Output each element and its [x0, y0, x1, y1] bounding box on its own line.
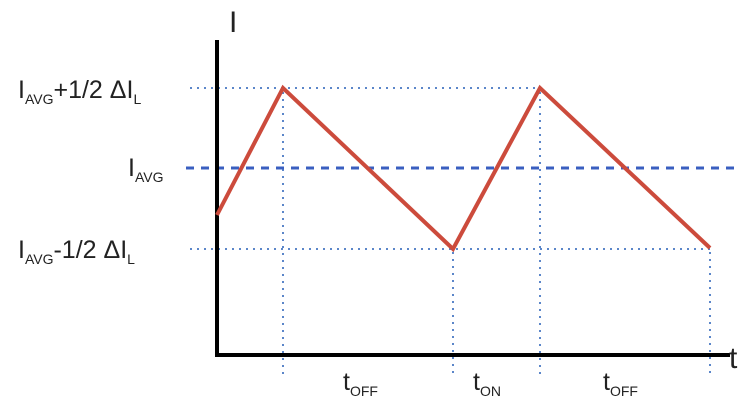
x-axis-label: t — [729, 342, 738, 375]
lower-level-label: IAVG-1/2 ΔIL — [18, 236, 135, 267]
interval-label-toff-2: tOFF — [603, 368, 638, 399]
upper-level-label: IAVG+1/2 ΔIL — [18, 76, 142, 107]
average-level-label: IAVG — [128, 154, 164, 185]
y-axis-label: I — [229, 6, 238, 39]
current-waveform — [215, 84, 712, 253]
interval-label-toff-1: tOFF — [343, 368, 378, 399]
interval-label-ton: tON — [473, 368, 501, 399]
